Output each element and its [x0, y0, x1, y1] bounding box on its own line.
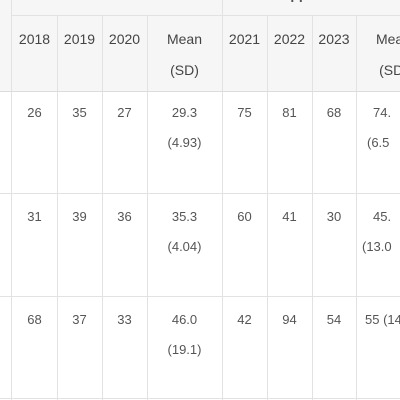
column-header-2023: 2023 [318, 31, 350, 47]
table-border [356, 15, 357, 400]
column-header-2021: 2021 [228, 31, 261, 47]
table-cell-mean: 46.0 [171, 312, 198, 327]
table-border [147, 15, 148, 400]
table-cell: 42 [237, 312, 252, 327]
column-header-2018: 2018 [18, 31, 51, 47]
table-border [222, 0, 223, 400]
column-header-mean-left: Mean [166, 31, 203, 47]
table-cell: 30 [326, 209, 342, 224]
table-cell: 26 [27, 105, 42, 120]
group-header-flipped: Flipped Classroom [222, 0, 400, 15]
table-cell: 31 [27, 209, 42, 224]
column-header-sd-right: (SD) [379, 62, 400, 78]
column-header-mean-right: Mean [375, 31, 400, 47]
table-cell: 41 [282, 209, 297, 224]
table-cell: 33 [117, 312, 132, 327]
table-cell: 81 [282, 105, 297, 120]
table-cell: 37 [72, 312, 87, 327]
table-cell: 39 [72, 209, 87, 224]
table-border [0, 398, 400, 399]
column-header-2019: 2019 [63, 31, 96, 47]
table-cell: 36 [117, 209, 132, 224]
table-border [0, 193, 400, 194]
table-cell: 75 [237, 105, 252, 120]
table-cell-mean: 29.3 [171, 105, 198, 120]
table-cell: 68 [27, 312, 42, 327]
table-cell-mean: 55 (14 [365, 312, 400, 327]
table-cell-sd: (13.0 [362, 239, 392, 254]
table-cell: 94 [282, 312, 297, 327]
table-cell: 54 [326, 312, 342, 327]
table-border [312, 15, 313, 400]
table-cell-sd: (4.93) [167, 135, 202, 150]
column-header-2020: 2020 [108, 31, 141, 47]
table-border [0, 296, 400, 297]
group-header-traditional: Traditional Curriculum [12, 0, 222, 15]
column-header-2022: 2022 [273, 31, 306, 47]
table-cell-mean: 45. [373, 209, 392, 224]
table-cell-sd: (6.5 [367, 135, 390, 150]
table-cell: 27 [117, 105, 132, 120]
table-border [11, 15, 400, 16]
table-cell: 60 [237, 209, 252, 224]
column-header-sd-left: (SD) [170, 62, 199, 78]
table-cell: 35 [72, 105, 87, 120]
table-border [57, 15, 58, 400]
table-border [102, 15, 103, 400]
table-cell-mean: 74. [373, 105, 392, 120]
table-cell-sd: (19.1) [167, 342, 202, 357]
table-border [267, 15, 268, 400]
table-cell: 68 [326, 105, 342, 120]
table-border [0, 91, 400, 92]
table-cell-sd: (4.04) [167, 239, 202, 254]
table-border [11, 0, 12, 400]
table-cell-mean: 35.3 [171, 209, 198, 224]
